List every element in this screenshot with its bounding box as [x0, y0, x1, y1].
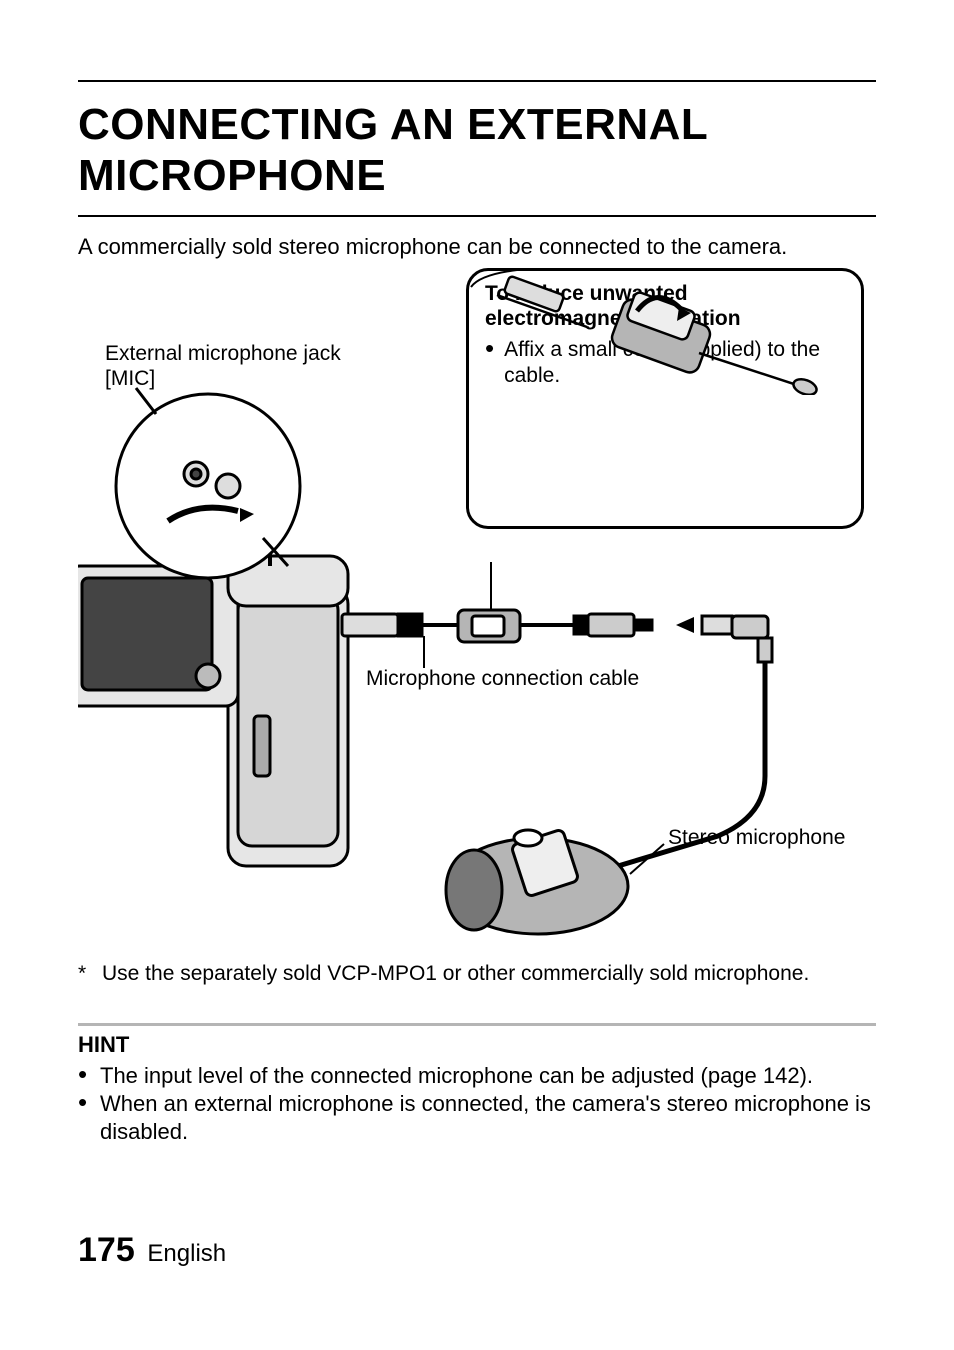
intro-text: A commercially sold stereo microphone ca… — [78, 233, 876, 262]
label-mic-connection-cable: Microphone connection cable — [366, 666, 716, 691]
page-title: CONNECTING AN EXTERNAL MICROPHONE — [78, 100, 876, 201]
hint-item-text: The input level of the connected microph… — [100, 1062, 876, 1090]
footnote-marker: * — [78, 960, 102, 987]
core-on-cable-illustration — [487, 271, 847, 395]
callout-leader-icon — [469, 267, 529, 289]
hint-heading: HINT — [78, 1032, 876, 1058]
page-number: 175 — [78, 1231, 135, 1269]
connection-diagram: External microphone jack [MIC] To reduce… — [78, 276, 876, 956]
bullet-dot-icon: • — [78, 1090, 100, 1146]
hint-list: • The input level of the connected micro… — [78, 1062, 876, 1146]
title-underline-rule — [78, 215, 876, 217]
radiation-callout-box: To reduce unwanted electromagnetic radia… — [466, 268, 864, 529]
label-stereo-microphone: Stereo microphone — [668, 825, 848, 850]
hint-rule — [78, 1023, 876, 1026]
hint-item: • When an external microphone is connect… — [78, 1090, 876, 1146]
hint-item-text: When an external microphone is connected… — [100, 1090, 876, 1146]
footer-language: English — [147, 1240, 226, 1267]
page-footer: 175 English — [78, 1231, 226, 1270]
document-page: CONNECTING AN EXTERNAL MICROPHONE A comm… — [0, 0, 954, 1350]
top-rule — [78, 80, 876, 82]
footnote: * Use the separately sold VCP-MPO1 or ot… — [78, 960, 876, 987]
footnote-text: Use the separately sold VCP-MPO1 or othe… — [102, 960, 876, 987]
hint-item: • The input level of the connected micro… — [78, 1062, 876, 1090]
label-external-mic-jack: External microphone jack [MIC] — [105, 341, 345, 391]
bullet-dot-icon: • — [78, 1062, 100, 1090]
